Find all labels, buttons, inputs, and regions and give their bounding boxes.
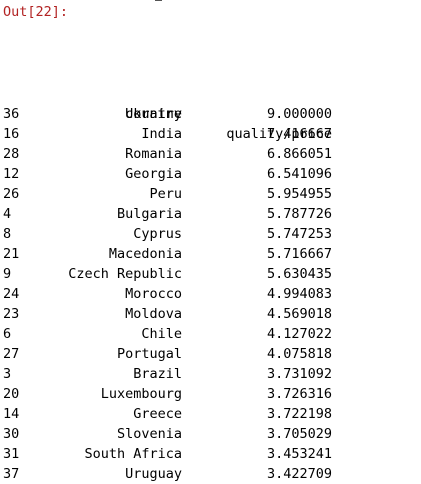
cell-quality-price: 4.994083	[266, 286, 332, 302]
cell-quality-price: 3.453241	[266, 446, 332, 462]
dataframe-row: 24 Morocco 4.994083	[0, 284, 332, 304]
dataframe-row: 31 South Africa 3.453241	[0, 444, 332, 464]
dataframe-row: 9 Czech Republic 5.630435	[0, 264, 332, 284]
row-index: 20	[3, 386, 20, 402]
row-index: 27	[3, 346, 20, 362]
row-index: 21	[3, 246, 20, 262]
row-index: 16	[3, 126, 20, 142]
row-index: 23	[3, 306, 20, 322]
row-index: 8	[3, 226, 12, 242]
dataframe-row: 37 Uruguay 3.422709	[0, 464, 332, 484]
output-prompt: Out[22]:	[3, 3, 68, 21]
cell-country: Czech Republic	[68, 266, 182, 282]
dataframe-row: 4 Bulgaria 5.787726	[0, 204, 332, 224]
row-index: 12	[3, 166, 20, 182]
cell-quality-price: 5.716667	[266, 246, 332, 262]
cell-country: Uruguay	[125, 466, 182, 482]
row-index: 30	[3, 426, 20, 442]
cell-quality-price: 3.726316	[266, 386, 332, 402]
cell-quality-price: 6.541096	[266, 166, 332, 182]
cell-country: Macedonia	[108, 246, 182, 262]
dataframe-row: 23 Moldova 4.569018	[0, 304, 332, 324]
cell-quality-price: 4.569018	[266, 306, 332, 322]
cell-country: Georgia	[125, 166, 182, 182]
dataframe-row: 27 Portugal 4.075818	[0, 344, 332, 364]
cell-country: Moldova	[125, 306, 182, 322]
cell-country: Morocco	[125, 286, 182, 302]
dataframe-row: 14 Greece 3.722198	[0, 404, 332, 424]
row-index: 36	[3, 106, 20, 122]
cell-country: Romania	[125, 146, 182, 162]
cell-country: Portugal	[116, 346, 182, 362]
dataframe-row: 3 Brazil 3.731092	[0, 364, 332, 384]
row-index: 14	[3, 406, 20, 422]
row-index: 31	[3, 446, 20, 462]
row-index: 26	[3, 186, 20, 202]
cell-quality-price: 5.630435	[266, 266, 332, 282]
cell-country: Cyprus	[133, 226, 182, 242]
cell-country: Ukraine	[125, 106, 182, 122]
dataframe-row: 26 Peru 5.954955	[0, 184, 332, 204]
dataframe-header-row: country quality/price	[0, 64, 332, 142]
cell-country: South Africa	[84, 446, 182, 462]
cell-quality-price: 4.075818	[266, 346, 332, 362]
cell-quality-price: 5.954955	[266, 186, 332, 202]
row-index: 28	[3, 146, 20, 162]
cell-quality-price: 4.127022	[266, 326, 332, 342]
dataframe-row: 28 Romania 6.866051	[0, 144, 332, 164]
column-header-quality-price: quality/price	[226, 126, 332, 142]
cell-country: Bulgaria	[116, 206, 182, 222]
cell-country: Chile	[141, 326, 182, 342]
cell-country: Greece	[133, 406, 182, 422]
cell-quality-price: 7.416667	[266, 126, 332, 142]
cell-quality-price: 5.787726	[266, 206, 332, 222]
cell-country: Slovenia	[116, 426, 182, 442]
dataframe-row: 6 Chile 4.127022	[0, 324, 332, 344]
cell-country: Peru	[149, 186, 182, 202]
row-index: 24	[3, 286, 20, 302]
cell-quality-price: 5.747253	[266, 226, 332, 242]
cell-country: Brazil	[133, 366, 182, 382]
cell-border-fragment	[155, 0, 162, 1]
dataframe-row: 20 Luxembourg 3.726316	[0, 384, 332, 404]
output-prompt-label: Out[	[3, 4, 36, 20]
cell-quality-price: 3.705029	[266, 426, 332, 442]
dataframe-row: 12 Georgia 6.541096	[0, 164, 332, 184]
row-index: 37	[3, 466, 20, 482]
dataframe-row: 21 Macedonia 5.716667	[0, 244, 332, 264]
row-index: 3	[3, 366, 12, 382]
dataframe-row: 8 Cyprus 5.747253	[0, 224, 332, 244]
cell-quality-price: 3.722198	[266, 406, 332, 422]
row-index: 9	[3, 266, 12, 282]
cell-quality-price: 3.422709	[266, 466, 332, 482]
cell-quality-price: 3.731092	[266, 366, 332, 382]
row-index: 4	[3, 206, 12, 222]
cell-quality-price: 6.866051	[266, 146, 332, 162]
column-header-country: country	[125, 106, 182, 122]
output-prompt-number: 22	[35, 4, 52, 20]
dataframe-output: country quality/price 36 Ukraine 9.000000 1…	[0, 24, 332, 484]
cell-country: Luxembourg	[100, 386, 182, 402]
cell-quality-price: 9.000000	[266, 106, 332, 122]
cell-country: India	[141, 126, 182, 142]
dataframe-row: 30 Slovenia 3.705029	[0, 424, 332, 444]
dataframe-row: 36 Ukraine 9.000000	[0, 104, 332, 124]
row-index: 6	[3, 326, 12, 342]
dataframe-row: 16 India 7.416667	[0, 124, 332, 144]
output-prompt-suffix: ]:	[51, 4, 69, 20]
